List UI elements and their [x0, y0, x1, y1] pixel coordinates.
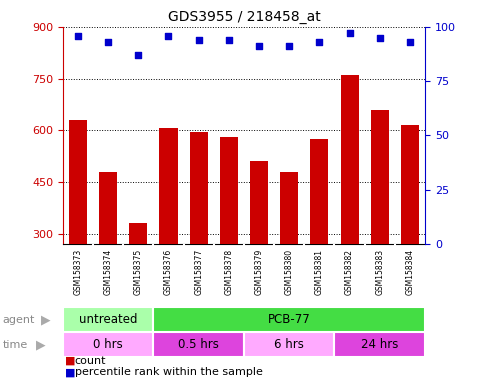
- Bar: [341, 75, 358, 337]
- Bar: [189, 132, 208, 337]
- Bar: [371, 109, 389, 337]
- Text: GSM158384: GSM158384: [405, 249, 414, 295]
- Text: ■: ■: [65, 367, 76, 377]
- Bar: [129, 223, 147, 337]
- Text: GSM158373: GSM158373: [73, 249, 83, 295]
- Bar: [99, 172, 117, 337]
- Bar: [401, 125, 419, 337]
- Text: GSM158379: GSM158379: [255, 249, 264, 295]
- Text: GSM158378: GSM158378: [224, 249, 233, 295]
- Point: [315, 39, 323, 45]
- Bar: [250, 161, 268, 337]
- Text: GSM158376: GSM158376: [164, 249, 173, 295]
- Point: [376, 35, 384, 41]
- Point: [134, 52, 142, 58]
- Bar: [280, 172, 298, 337]
- Text: agent: agent: [2, 314, 35, 325]
- Bar: [244, 332, 334, 357]
- Text: GSM158377: GSM158377: [194, 249, 203, 295]
- Text: untreated: untreated: [79, 313, 137, 326]
- Text: ▶: ▶: [41, 313, 51, 326]
- Text: 0 hrs: 0 hrs: [93, 338, 123, 351]
- Text: 6 hrs: 6 hrs: [274, 338, 304, 351]
- Bar: [220, 137, 238, 337]
- Text: GSM158374: GSM158374: [103, 249, 113, 295]
- Bar: [63, 332, 154, 357]
- Text: ■: ■: [65, 356, 76, 366]
- Bar: [311, 139, 328, 337]
- Text: count: count: [75, 356, 106, 366]
- Bar: [63, 307, 154, 332]
- Bar: [154, 307, 425, 332]
- Text: PCB-77: PCB-77: [268, 313, 311, 326]
- Text: GSM158381: GSM158381: [315, 249, 324, 295]
- Bar: [69, 120, 87, 337]
- Text: GSM158380: GSM158380: [284, 249, 294, 295]
- Point: [255, 43, 263, 50]
- Text: ▶: ▶: [36, 338, 46, 351]
- Title: GDS3955 / 218458_at: GDS3955 / 218458_at: [168, 10, 320, 25]
- Text: GSM158382: GSM158382: [345, 249, 354, 295]
- Point: [195, 37, 202, 43]
- Point: [165, 33, 172, 39]
- Bar: [334, 332, 425, 357]
- Point: [406, 39, 414, 45]
- Point: [225, 37, 233, 43]
- Point: [285, 43, 293, 50]
- Text: 24 hrs: 24 hrs: [361, 338, 398, 351]
- Text: 0.5 hrs: 0.5 hrs: [178, 338, 219, 351]
- Bar: [154, 332, 244, 357]
- Bar: [159, 129, 178, 337]
- Point: [104, 39, 112, 45]
- Point: [74, 33, 82, 39]
- Text: GSM158383: GSM158383: [375, 249, 384, 295]
- Text: GSM158375: GSM158375: [134, 249, 143, 295]
- Point: [346, 30, 354, 36]
- Text: percentile rank within the sample: percentile rank within the sample: [75, 367, 263, 377]
- Text: time: time: [2, 339, 28, 350]
